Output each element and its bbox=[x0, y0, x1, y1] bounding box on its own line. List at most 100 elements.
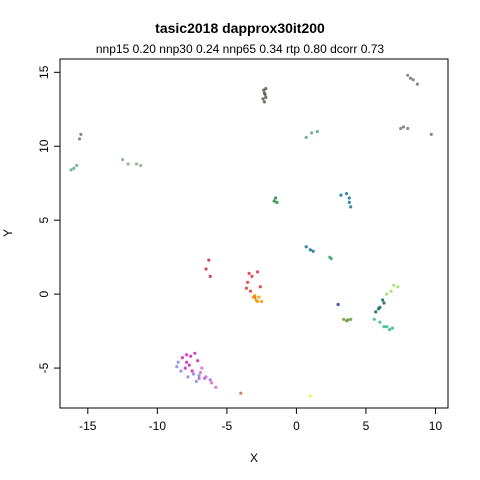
data-point bbox=[210, 381, 214, 385]
data-point bbox=[406, 73, 410, 77]
data-point bbox=[204, 267, 208, 271]
data-point bbox=[308, 394, 312, 398]
data-point bbox=[79, 132, 83, 136]
data-point bbox=[191, 372, 196, 376]
data-point bbox=[175, 365, 179, 369]
data-point bbox=[382, 301, 386, 305]
data-point bbox=[185, 353, 189, 357]
data-point bbox=[388, 328, 392, 332]
x-tick-label: 10 bbox=[429, 419, 443, 433]
data-point bbox=[315, 129, 319, 134]
x-tick-label: -5 bbox=[222, 419, 233, 433]
data-point bbox=[408, 76, 413, 80]
y-axis-label: Y bbox=[1, 229, 15, 237]
x-tick-label: -15 bbox=[79, 419, 97, 433]
data-point bbox=[262, 88, 266, 92]
data-point bbox=[180, 356, 184, 360]
data-point bbox=[263, 92, 267, 97]
data-point bbox=[248, 289, 253, 293]
data-point bbox=[329, 257, 333, 261]
data-point bbox=[261, 97, 265, 101]
data-point bbox=[239, 391, 243, 395]
data-point bbox=[193, 351, 197, 355]
data-point bbox=[255, 270, 260, 274]
data-point bbox=[208, 274, 212, 278]
y-axis: -5 0 5 10 15 bbox=[37, 65, 60, 373]
data-point bbox=[185, 360, 189, 364]
data-point bbox=[346, 318, 350, 322]
data-point bbox=[254, 298, 258, 302]
chart-title: tasic2018 dapprox30it200 bbox=[155, 20, 325, 36]
data-point bbox=[401, 125, 406, 129]
data-point bbox=[190, 369, 194, 373]
data-point bbox=[399, 126, 403, 131]
data-point bbox=[134, 162, 139, 166]
chart-subtitle: nnp15 0.20 nnp30 0.24 nnp65 0.34 rtp 0.8… bbox=[95, 42, 385, 56]
data-point bbox=[385, 292, 389, 296]
data-point bbox=[374, 310, 378, 314]
data-point bbox=[183, 366, 187, 370]
data-point bbox=[197, 376, 201, 380]
y-tick-label: 10 bbox=[37, 139, 51, 153]
data-point bbox=[415, 82, 419, 86]
data-point bbox=[336, 302, 340, 307]
data-point bbox=[198, 370, 203, 375]
data-point bbox=[349, 205, 353, 209]
data-point bbox=[344, 192, 349, 196]
data-point bbox=[308, 248, 312, 252]
data-point bbox=[304, 135, 308, 139]
data-point bbox=[275, 200, 279, 204]
data-point bbox=[207, 258, 211, 262]
data-point bbox=[376, 307, 381, 311]
data-point bbox=[187, 363, 191, 367]
data-point bbox=[176, 360, 180, 364]
data-point bbox=[253, 294, 257, 298]
data-point bbox=[260, 299, 264, 304]
y-tick-label: 15 bbox=[37, 65, 51, 79]
data-point bbox=[385, 325, 389, 329]
data-point bbox=[406, 126, 410, 131]
data-point bbox=[392, 283, 396, 287]
data-point bbox=[179, 369, 183, 373]
data-point bbox=[186, 375, 190, 379]
data-point bbox=[411, 78, 415, 82]
data-point bbox=[72, 166, 76, 170]
data-point bbox=[250, 274, 254, 278]
data-point bbox=[189, 354, 193, 358]
data-point bbox=[194, 379, 198, 383]
data-point bbox=[75, 163, 79, 168]
data-point bbox=[69, 168, 73, 172]
data-point bbox=[389, 289, 393, 293]
data-point bbox=[429, 132, 433, 136]
data-point bbox=[274, 196, 278, 200]
data-point bbox=[382, 325, 386, 329]
data-point bbox=[304, 245, 308, 249]
data-point bbox=[310, 131, 314, 135]
data-point bbox=[139, 163, 143, 168]
data-point bbox=[342, 317, 346, 321]
data-point bbox=[390, 326, 394, 330]
data-point bbox=[208, 378, 212, 382]
plot-frame bbox=[59, 58, 449, 409]
data-point bbox=[196, 359, 200, 363]
data-point bbox=[381, 298, 385, 302]
data-point bbox=[77, 137, 82, 141]
data-point bbox=[244, 286, 248, 290]
data-point bbox=[378, 320, 382, 324]
data-point bbox=[258, 285, 262, 289]
y-tick-label: 0 bbox=[37, 290, 51, 297]
x-axis: -15 -10 -5 0 5 10 bbox=[79, 408, 442, 433]
data-point bbox=[347, 196, 351, 200]
points-layer bbox=[69, 73, 433, 398]
data-point bbox=[214, 385, 218, 389]
data-point bbox=[197, 373, 201, 378]
data-point bbox=[372, 317, 376, 321]
data-point bbox=[347, 200, 351, 204]
x-axis-label: X bbox=[250, 451, 258, 465]
data-point bbox=[203, 376, 207, 380]
data-point bbox=[121, 158, 125, 162]
data-point bbox=[264, 95, 268, 99]
data-point bbox=[200, 366, 204, 370]
data-point bbox=[257, 295, 261, 299]
y-tick-label: -5 bbox=[37, 362, 51, 373]
